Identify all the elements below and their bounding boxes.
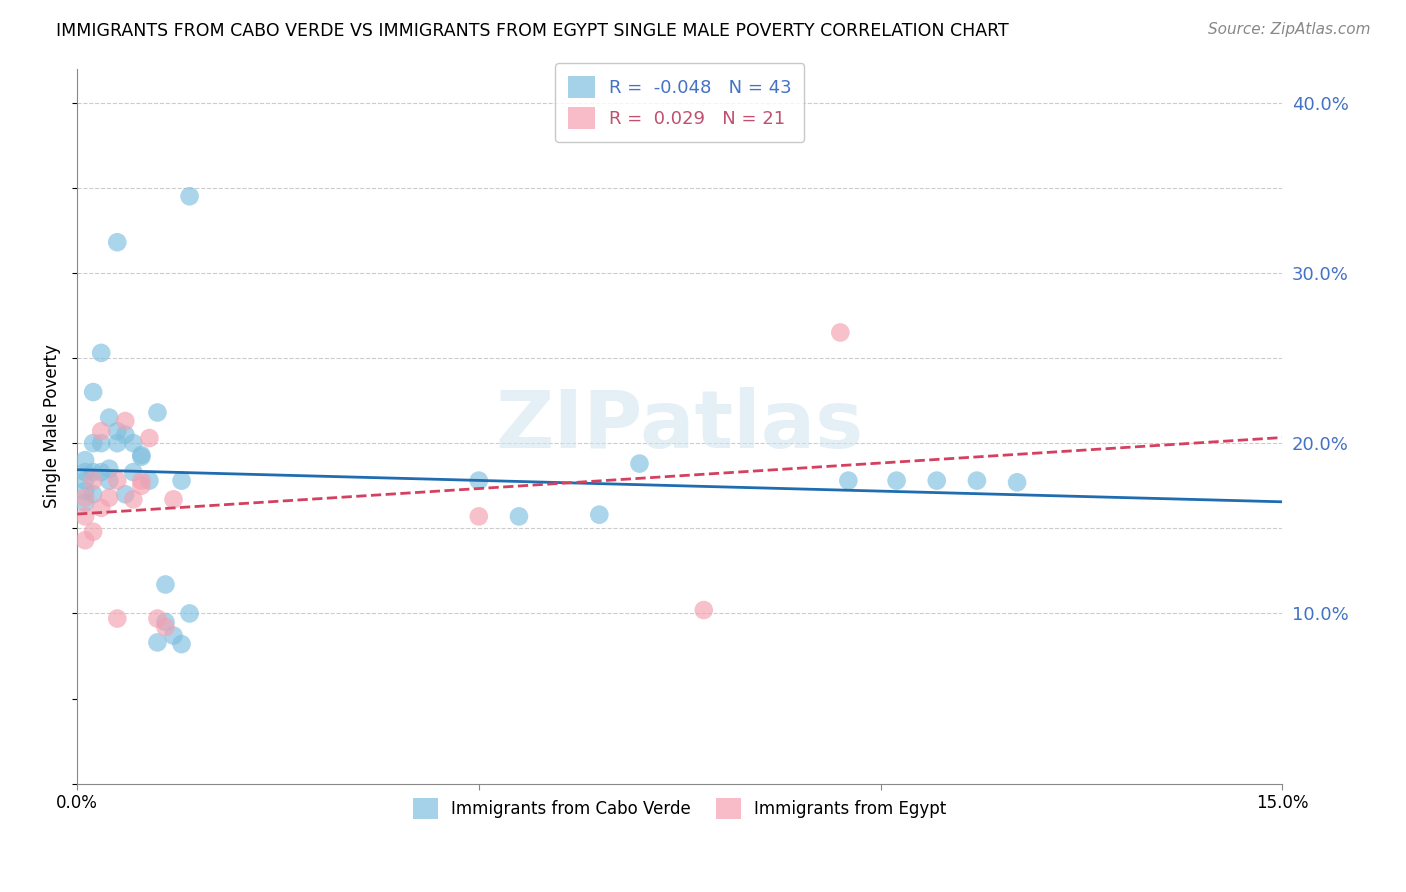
Point xyxy=(105,436,128,450)
Point xyxy=(179,189,201,203)
Point xyxy=(98,474,121,488)
Text: Source: ZipAtlas.com: Source: ZipAtlas.com xyxy=(1208,22,1371,37)
Point xyxy=(170,474,193,488)
Point xyxy=(105,611,128,625)
Point xyxy=(131,474,153,488)
Y-axis label: Single Male Poverty: Single Male Poverty xyxy=(44,344,60,508)
Point xyxy=(75,491,97,505)
Point xyxy=(90,465,112,479)
Point xyxy=(82,385,104,400)
Point xyxy=(468,509,491,524)
Point xyxy=(98,410,121,425)
Point xyxy=(105,235,128,250)
Point xyxy=(146,405,169,419)
Point xyxy=(628,457,651,471)
Point xyxy=(90,346,112,360)
Point xyxy=(588,508,610,522)
Point xyxy=(468,474,491,488)
Text: ZIPatlas: ZIPatlas xyxy=(495,387,863,465)
Point xyxy=(1005,475,1028,490)
Point xyxy=(966,474,988,488)
Point xyxy=(75,533,97,548)
Point xyxy=(82,465,104,479)
Point xyxy=(131,448,153,462)
Point xyxy=(82,524,104,539)
Point xyxy=(138,474,160,488)
Point xyxy=(82,487,104,501)
Point xyxy=(162,492,184,507)
Point xyxy=(105,424,128,438)
Legend: Immigrants from Cabo Verde, Immigrants from Egypt: Immigrants from Cabo Verde, Immigrants f… xyxy=(406,792,953,825)
Point xyxy=(98,491,121,505)
Point xyxy=(75,474,97,488)
Point xyxy=(105,474,128,488)
Point xyxy=(886,474,908,488)
Point xyxy=(508,509,530,524)
Point xyxy=(98,461,121,475)
Point xyxy=(155,615,177,629)
Point xyxy=(830,326,852,340)
Point xyxy=(131,450,153,464)
Point xyxy=(90,424,112,438)
Point xyxy=(925,474,948,488)
Point xyxy=(131,479,153,493)
Point xyxy=(75,453,97,467)
Point xyxy=(122,492,145,507)
Point xyxy=(114,427,136,442)
Point xyxy=(138,431,160,445)
Point xyxy=(122,465,145,479)
Text: IMMIGRANTS FROM CABO VERDE VS IMMIGRANTS FROM EGYPT SINGLE MALE POVERTY CORRELAT: IMMIGRANTS FROM CABO VERDE VS IMMIGRANTS… xyxy=(56,22,1010,40)
Point xyxy=(114,414,136,428)
Point xyxy=(155,620,177,634)
Point xyxy=(179,607,201,621)
Point xyxy=(155,577,177,591)
Point xyxy=(75,465,97,479)
Point xyxy=(693,603,716,617)
Point xyxy=(170,637,193,651)
Point xyxy=(75,496,97,510)
Point xyxy=(82,474,104,488)
Point xyxy=(114,487,136,501)
Point xyxy=(122,436,145,450)
Point xyxy=(75,509,97,524)
Point xyxy=(837,474,859,488)
Point xyxy=(146,635,169,649)
Point xyxy=(90,500,112,515)
Point xyxy=(162,629,184,643)
Point xyxy=(90,436,112,450)
Point xyxy=(75,483,97,498)
Point xyxy=(146,611,169,625)
Point xyxy=(82,436,104,450)
